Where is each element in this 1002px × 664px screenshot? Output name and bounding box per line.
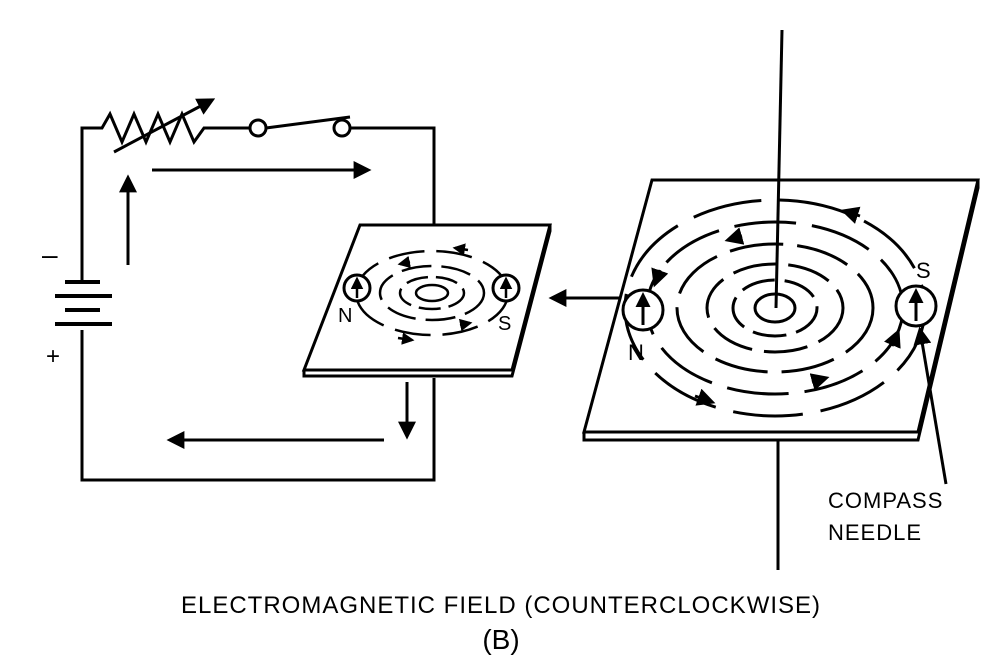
small-south-label: S [498,313,511,335]
large-south-label: S [916,258,931,283]
large-north-label: N [628,340,644,365]
circuit [55,98,436,482]
switch-blade [265,115,351,130]
battery-plus-label: + [46,343,60,370]
small-north-label: N [338,305,352,327]
battery [55,280,112,326]
callout-line1: COMPASS [828,488,943,513]
rheostat-arrow [113,98,216,154]
caption-label: (B) [482,624,520,655]
small-plate [301,223,552,378]
left-wire [80,126,90,282]
switch-terminal-right [332,118,352,138]
callout-line2: NEEDLE [828,520,922,545]
battery-minus-label: – [42,239,58,270]
large-plate [582,178,980,442]
compass-needle-pointer [913,326,948,485]
switch-terminal-left [248,118,268,138]
left-wire-lower [80,330,436,482]
conductor-top [774,29,784,309]
caption-title: ELECTROMAGNETIC FIELD (COUNTERCLOCKWISE) [180,592,822,619]
rheostat [90,110,250,146]
